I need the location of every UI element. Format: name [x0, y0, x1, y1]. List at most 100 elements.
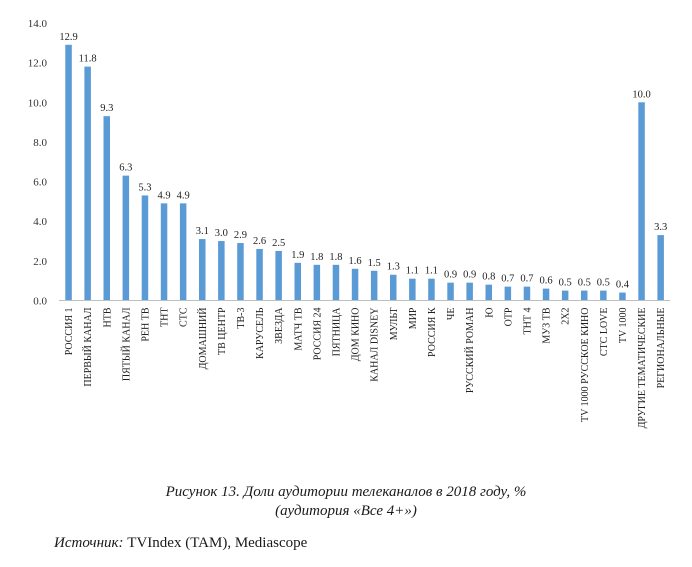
bar [160, 203, 168, 301]
x-tick-label: КАНАЛ DISNEY [370, 308, 381, 382]
x-tick-label: ТВ ЦЕНТР [217, 307, 228, 355]
x-tick-label: СТС LOVE [599, 308, 610, 357]
x-tick-label: РЕГИОНАЛЬНЫЕ [656, 308, 667, 389]
bar [351, 268, 359, 301]
data-label: 0.5 [597, 278, 610, 289]
data-label: 1.8 [310, 252, 323, 263]
y-tick-label: 0.0 [33, 296, 47, 308]
data-label: 0.5 [578, 278, 591, 289]
x-tick-label: TV 1000 [618, 308, 629, 344]
data-label: 2.5 [272, 238, 285, 249]
data-label: 1.1 [425, 266, 438, 277]
x-tick-label: СТС [179, 307, 190, 327]
x-tick-label: ПЯТЫЙ КАНАЛ [120, 307, 132, 381]
bar [199, 239, 206, 301]
data-label: 1.3 [387, 262, 400, 273]
data-label: 3.3 [654, 222, 667, 233]
x-tick-label: ПЯТНИЦА [331, 307, 342, 357]
data-label: 2.6 [253, 236, 266, 247]
source-text: TVIndex (TAM), Mediascope [123, 535, 308, 551]
data-label: 3.1 [196, 226, 209, 237]
data-label: 0.9 [444, 270, 457, 281]
figure-caption: Рисунок 13. Доли аудитории телеканалов в… [165, 484, 527, 500]
bar-chart: 0.0 2.0 4.0 6.0 8.0 10.0 12.0 14.0 12.911.8 9.3 6… [28, 18, 671, 429]
bar [581, 290, 588, 301]
x-tick-label: МАТЧ ТВ [293, 307, 304, 350]
data-label: 6.3 [119, 163, 132, 174]
data-label: 0.7 [520, 274, 533, 285]
y-tick-label: 2.0 [33, 256, 47, 268]
data-label: 0.4 [616, 280, 630, 291]
bar [619, 292, 626, 301]
x-tick-label: Ю [484, 308, 495, 318]
x-tick-label: ОТР [503, 307, 514, 326]
bar [237, 243, 244, 301]
y-tick-label: 4.0 [33, 216, 47, 228]
data-label: 0.7 [501, 274, 514, 285]
x-tick-label: КАРУСЕЛЬ [255, 307, 266, 359]
bar [84, 66, 91, 301]
bar [294, 262, 301, 301]
y-axis-ticks: 0.0 2.0 4.0 6.0 8.0 10.0 12.0 14.0 [28, 18, 48, 308]
bar [638, 102, 645, 301]
bar [256, 248, 263, 301]
x-tick-label: 2X2 [561, 308, 572, 325]
x-tick-label: РОССИЯ 1 [64, 308, 75, 356]
data-label: 1.1 [406, 266, 419, 277]
data-label: 0.9 [463, 270, 476, 281]
x-tick-label: ПЕРВЫЙ КАНАЛ [82, 307, 94, 386]
x-tick-label: ДРУГИЕ ТЕМАТИЧЕСКИЕ [637, 308, 648, 429]
data-label: 10.0 [632, 89, 650, 100]
bar [218, 241, 225, 301]
bar [561, 290, 569, 301]
data-label: 0.6 [539, 276, 552, 287]
bar [657, 235, 664, 301]
bar [523, 286, 531, 301]
y-tick-label: 12.0 [28, 58, 48, 70]
x-tick-label: РЕН ТВ [140, 307, 151, 342]
bar [485, 284, 492, 301]
bar [428, 278, 435, 301]
bar [332, 264, 340, 301]
bar [179, 203, 187, 301]
y-tick-label: 6.0 [33, 177, 47, 189]
data-label: 4.9 [157, 190, 170, 201]
data-label: 1.8 [329, 252, 342, 263]
data-label: 0.5 [559, 278, 572, 289]
bar [409, 278, 416, 301]
data-label: 3.0 [215, 228, 228, 239]
data-labels: 12.911.8 9.3 6.3 5.3 4.9 4.9 3.1 3.0 2.9 2.6 2.5 1.… [59, 32, 667, 291]
bar [504, 286, 512, 301]
x-tick-label: РУССКИЙ РОМАН [464, 308, 476, 394]
x-tick-label: ЧЕ [446, 308, 457, 321]
x-tick-label: ТВ-3 [236, 308, 247, 329]
x-tick-label: МИР [408, 307, 419, 329]
bar [370, 270, 378, 301]
x-axis-labels: РОССИЯ 1 ПЕРВЫЙ КАНАЛ НТВ ПЯТЫЙ КАНАЛ РЕН ТВ… [64, 307, 667, 429]
x-tick-label: НТВ [102, 307, 113, 327]
data-label: 4.9 [177, 190, 190, 201]
y-tick-label: 14.0 [28, 18, 48, 30]
x-tick-label: ЗВЕЗДА [274, 307, 285, 344]
data-label: 9.3 [100, 103, 113, 114]
bar [313, 264, 321, 301]
x-tick-label: ДОМАШНИЙ [197, 308, 209, 370]
bar [65, 44, 72, 301]
y-tick-label: 10.0 [28, 97, 48, 109]
x-tick-label: ТНТ [160, 308, 171, 327]
x-tick-label: РОССИЯ К [427, 307, 438, 357]
x-tick-label: ТНТ 4 [522, 308, 533, 335]
bar [466, 282, 473, 301]
bar [542, 288, 550, 301]
y-tick-label: 8.0 [33, 137, 47, 149]
data-label: 11.8 [79, 54, 97, 65]
x-tick-label: TV 1000 РУССКОЕ КИНО [580, 308, 591, 422]
data-label: 5.3 [138, 182, 151, 193]
data-label: 12.9 [59, 32, 77, 43]
x-tick-label: МУЛЬТ [389, 308, 400, 341]
bars [65, 44, 664, 301]
source-note: Источник: TVIndex (TAM), Mediascope [54, 535, 307, 552]
bar [122, 175, 130, 301]
data-label: 1.9 [291, 250, 304, 261]
bar [600, 290, 607, 301]
